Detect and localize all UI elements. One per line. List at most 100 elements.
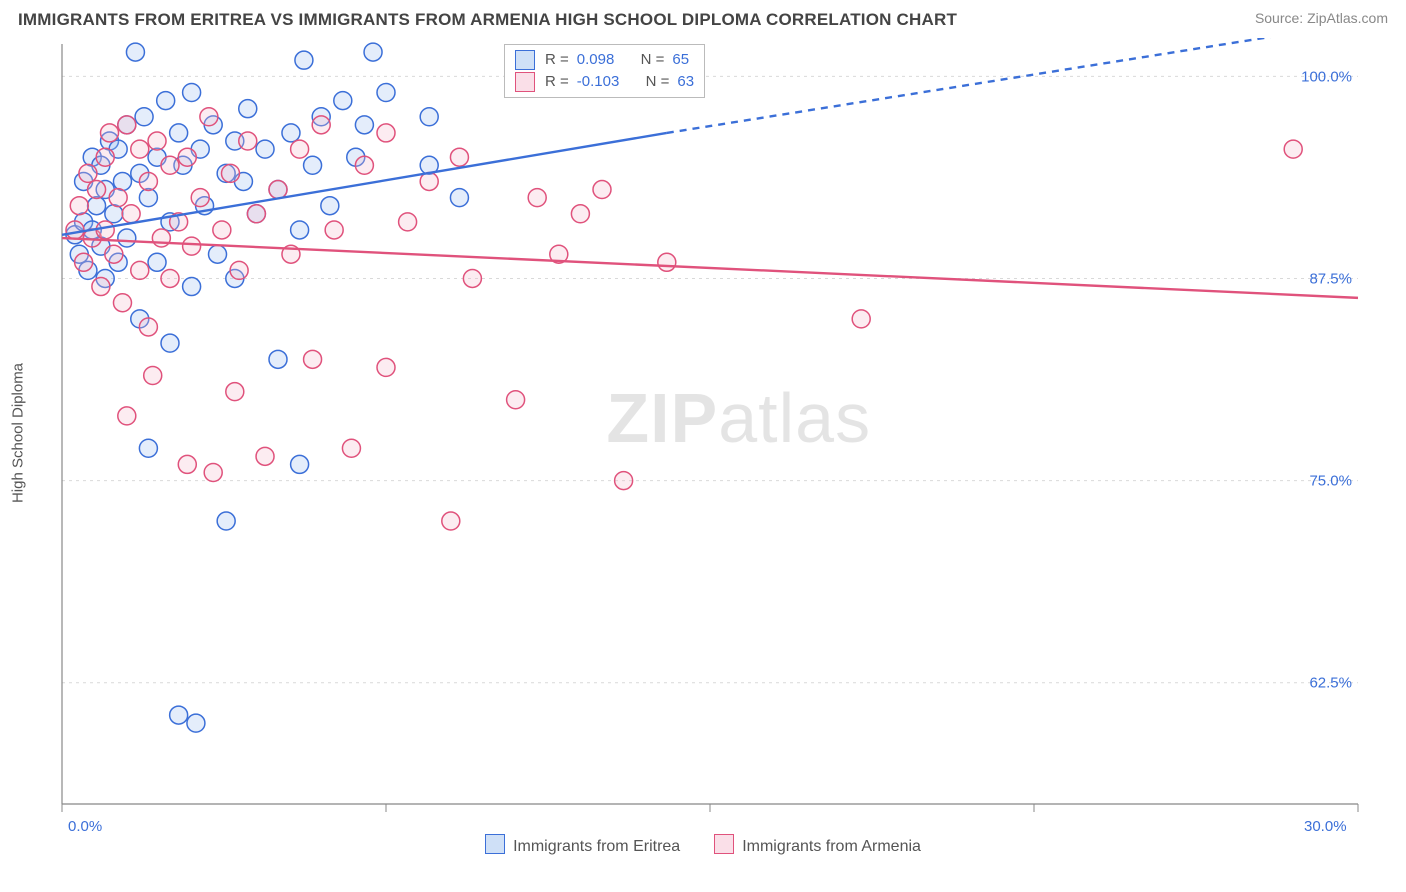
legend-swatch-armenia bbox=[515, 72, 535, 92]
data-point-armenia bbox=[507, 391, 525, 409]
y-tick-label: 75.0% bbox=[1309, 473, 1352, 490]
data-point-eritrea bbox=[239, 100, 257, 118]
data-point-armenia bbox=[342, 439, 360, 457]
data-point-armenia bbox=[1284, 140, 1302, 158]
page-title: IMMIGRANTS FROM ERITREA VS IMMIGRANTS FR… bbox=[18, 10, 957, 30]
data-point-armenia bbox=[593, 181, 611, 199]
data-point-armenia bbox=[312, 116, 330, 134]
data-point-armenia bbox=[70, 197, 88, 215]
data-point-eritrea bbox=[170, 124, 188, 142]
data-point-eritrea bbox=[420, 108, 438, 126]
data-point-eritrea bbox=[88, 197, 106, 215]
source-prefix: Source: bbox=[1255, 10, 1307, 26]
data-point-eritrea bbox=[183, 84, 201, 102]
data-point-armenia bbox=[139, 318, 157, 336]
legend-swatch-eritrea bbox=[485, 834, 505, 854]
data-point-armenia bbox=[178, 148, 196, 166]
series-legend: Immigrants from Eritrea Immigrants from A… bbox=[0, 834, 1406, 856]
data-point-armenia bbox=[96, 148, 114, 166]
data-point-eritrea bbox=[187, 714, 205, 732]
data-point-eritrea bbox=[291, 455, 309, 473]
data-point-armenia bbox=[66, 221, 84, 239]
data-point-armenia bbox=[355, 156, 373, 174]
legend-row-eritrea: R = 0.098 N = 65 bbox=[515, 49, 694, 71]
data-point-armenia bbox=[615, 472, 633, 490]
source-link[interactable]: ZipAtlas.com bbox=[1307, 10, 1388, 26]
data-point-armenia bbox=[113, 294, 131, 312]
data-point-eritrea bbox=[291, 221, 309, 239]
legend-r-key: R = bbox=[545, 71, 569, 93]
legend-n-key: N = bbox=[641, 49, 665, 71]
legend-n-value: 63 bbox=[677, 71, 694, 93]
data-point-armenia bbox=[399, 213, 417, 231]
data-point-armenia bbox=[118, 116, 136, 134]
legend-n-key: N = bbox=[646, 71, 670, 93]
data-point-armenia bbox=[200, 108, 218, 126]
scatter-plot: 62.5%75.0%87.5%100.0% bbox=[44, 38, 1370, 828]
x-axis-max-label: 30.0% bbox=[1304, 818, 1347, 835]
data-point-armenia bbox=[101, 124, 119, 142]
data-point-armenia bbox=[148, 132, 166, 150]
data-point-eritrea bbox=[157, 92, 175, 110]
data-point-eritrea bbox=[148, 253, 166, 271]
legend-r-value: 0.098 bbox=[577, 49, 615, 71]
data-point-armenia bbox=[131, 261, 149, 279]
regression-extension-eritrea bbox=[667, 38, 1358, 133]
data-point-armenia bbox=[96, 221, 114, 239]
data-point-armenia bbox=[304, 350, 322, 368]
data-point-eritrea bbox=[321, 197, 339, 215]
data-point-eritrea bbox=[295, 51, 313, 69]
y-tick-label: 100.0% bbox=[1301, 68, 1352, 85]
data-point-eritrea bbox=[334, 92, 352, 110]
data-point-armenia bbox=[377, 124, 395, 142]
data-point-armenia bbox=[247, 205, 265, 223]
data-point-armenia bbox=[105, 245, 123, 263]
data-point-eritrea bbox=[105, 205, 123, 223]
data-point-armenia bbox=[377, 358, 395, 376]
data-point-armenia bbox=[226, 383, 244, 401]
data-point-armenia bbox=[230, 261, 248, 279]
data-point-eritrea bbox=[282, 124, 300, 142]
data-point-armenia bbox=[139, 172, 157, 190]
data-point-eritrea bbox=[170, 706, 188, 724]
data-point-armenia bbox=[442, 512, 460, 530]
data-point-eritrea bbox=[126, 43, 144, 61]
legend-n-value: 65 bbox=[672, 49, 689, 71]
data-point-armenia bbox=[256, 447, 274, 465]
data-point-armenia bbox=[118, 407, 136, 425]
y-axis-title: High School Diploma bbox=[10, 363, 27, 503]
data-point-armenia bbox=[88, 181, 106, 199]
data-point-eritrea bbox=[113, 172, 131, 190]
data-point-armenia bbox=[239, 132, 257, 150]
data-point-armenia bbox=[178, 455, 196, 473]
data-point-eritrea bbox=[139, 439, 157, 457]
legend-row-armenia: R = -0.103 N = 63 bbox=[515, 71, 694, 93]
correlation-legend: R = 0.098 N = 65R = -0.103 N = 63 bbox=[504, 44, 705, 98]
data-point-eritrea bbox=[304, 156, 322, 174]
legend-r-value: -0.103 bbox=[577, 71, 620, 93]
data-point-armenia bbox=[191, 189, 209, 207]
data-point-armenia bbox=[204, 464, 222, 482]
data-point-armenia bbox=[658, 253, 676, 271]
data-point-armenia bbox=[152, 229, 170, 247]
legend-r-key: R = bbox=[545, 49, 569, 71]
data-point-eritrea bbox=[161, 334, 179, 352]
legend-swatch-eritrea bbox=[515, 50, 535, 70]
y-tick-label: 62.5% bbox=[1309, 675, 1352, 692]
data-point-armenia bbox=[269, 181, 287, 199]
data-point-armenia bbox=[122, 205, 140, 223]
data-point-eritrea bbox=[135, 108, 153, 126]
data-point-eritrea bbox=[139, 189, 157, 207]
data-point-armenia bbox=[325, 221, 343, 239]
data-point-armenia bbox=[183, 237, 201, 255]
data-point-eritrea bbox=[377, 84, 395, 102]
data-point-eritrea bbox=[269, 350, 287, 368]
legend-item-eritrea: Immigrants from Eritrea bbox=[485, 834, 680, 856]
data-point-armenia bbox=[92, 278, 110, 296]
x-axis-min-label: 0.0% bbox=[68, 818, 102, 835]
data-point-armenia bbox=[450, 148, 468, 166]
data-point-armenia bbox=[161, 269, 179, 287]
legend-item-armenia: Immigrants from Armenia bbox=[714, 834, 921, 856]
data-point-eritrea bbox=[364, 43, 382, 61]
chart-container: High School Diploma 62.5%75.0%87.5%100.0… bbox=[44, 38, 1388, 828]
